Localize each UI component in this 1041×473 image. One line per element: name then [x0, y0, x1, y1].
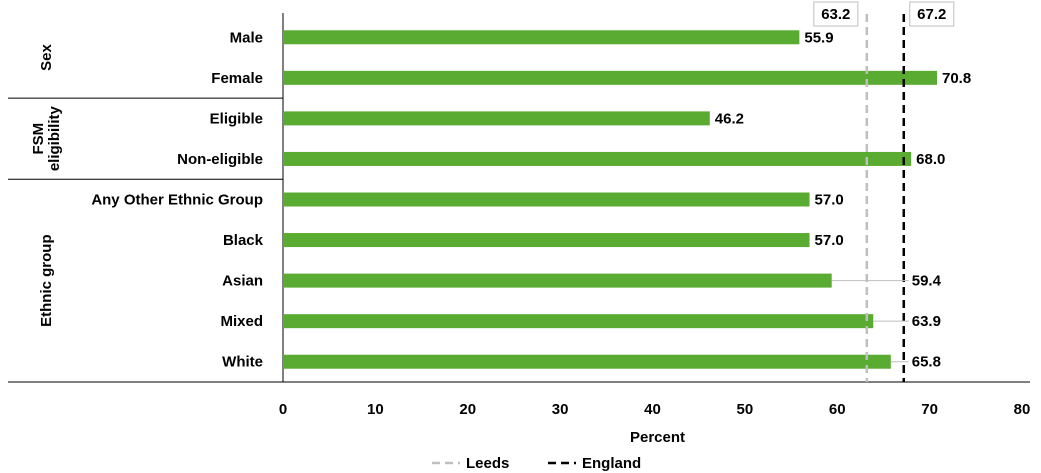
bar	[283, 233, 810, 248]
x-tick-label: 20	[459, 401, 476, 418]
bar	[283, 273, 832, 288]
x-tick-label: 30	[552, 401, 569, 418]
reference-label-box	[909, 1, 955, 27]
category-label: Any Other Ethnic Group	[91, 192, 263, 209]
value-label: 57.0	[815, 192, 844, 209]
x-tick-label: 40	[644, 401, 661, 418]
bar	[283, 111, 710, 126]
value-label: 70.8	[942, 70, 971, 87]
value-label: 57.0	[815, 232, 844, 249]
value-label: 68.0	[916, 151, 945, 168]
group-label: FSMeligibility	[30, 106, 63, 172]
category-label: Female	[211, 70, 263, 87]
category-label: Male	[230, 29, 263, 46]
group-label: Sex	[38, 44, 55, 71]
reference-label: 67.2	[917, 6, 946, 23]
bar	[283, 192, 810, 207]
value-label: 46.2	[715, 110, 744, 127]
leader-lines	[831, 280, 909, 363]
x-tick-label: 80	[1014, 401, 1031, 418]
category-label: Asian	[222, 273, 263, 290]
value-label: 55.9	[804, 29, 833, 46]
bars	[283, 30, 938, 369]
value-label: 59.4	[912, 273, 942, 290]
x-axis-title: Percent	[630, 429, 685, 446]
value-labels: 55.9 70.8 46.2 68.0 57.0 57.0 59.4 63.9 65.8	[715, 29, 971, 370]
x-tick-label: 50	[737, 401, 754, 418]
category-labels: Male Female Eligible Non-eligible Any Other …	[91, 29, 263, 370]
bar	[283, 354, 891, 369]
x-axis-ticks: 0 10 20 30 40 50 60 70 80	[279, 401, 1031, 418]
reference-label: 63.2	[821, 6, 850, 23]
value-label: 65.8	[912, 354, 941, 371]
x-tick-label: 60	[829, 401, 846, 418]
value-label: 63.9	[912, 313, 941, 330]
bar	[283, 70, 938, 85]
group-label: Ethnic group	[38, 234, 55, 327]
category-label: Eligible	[210, 110, 263, 127]
legend-label: Leeds	[466, 455, 509, 472]
category-label: White	[222, 354, 263, 371]
legend-label: England	[582, 455, 641, 472]
legend: Leeds England	[432, 455, 641, 472]
bar	[283, 30, 800, 45]
bar	[283, 151, 912, 166]
category-label: Black	[223, 232, 264, 249]
x-tick-label: 70	[921, 401, 938, 418]
category-label: Non-eligible	[177, 151, 263, 168]
category-label: Mixed	[220, 313, 263, 330]
bar	[283, 314, 874, 329]
x-tick-label: 0	[279, 401, 287, 418]
x-tick-label: 10	[367, 401, 384, 418]
group-labels: Sex FSMeligibility Ethnic group	[30, 44, 63, 327]
reference-label-box	[813, 1, 859, 27]
